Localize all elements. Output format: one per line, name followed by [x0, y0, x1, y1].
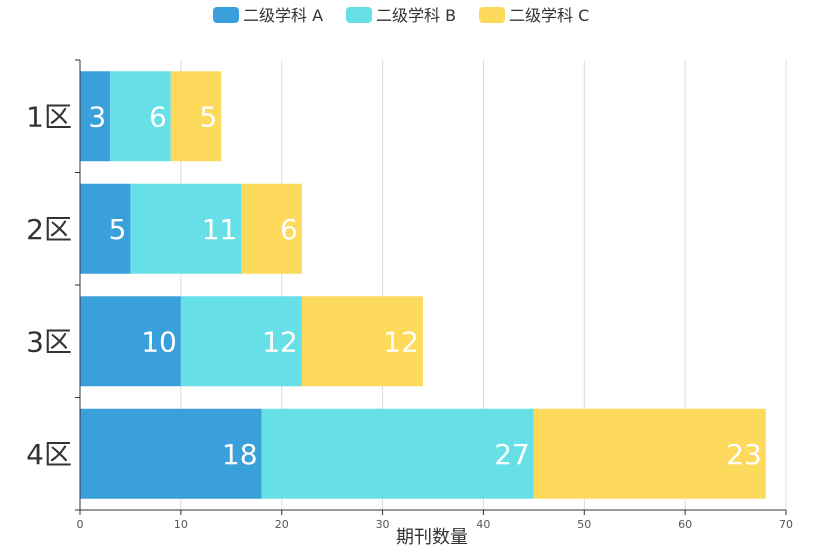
bar-segment	[130, 183, 242, 274]
bar-segment	[80, 71, 111, 162]
axes: 1区 2区 3区 4区 0 10 20 30 40 50 60 70	[26, 59, 793, 531]
x-tick-label: 40	[476, 518, 490, 531]
legend-label: 二级学科 B	[376, 6, 456, 25]
bar-value-label: 5	[199, 100, 217, 133]
legend-item[interactable]: 二级学科 B	[346, 6, 456, 25]
x-tick-label: 70	[779, 518, 793, 531]
bar-segment	[80, 296, 181, 387]
legend-label: 二级学科 A	[243, 6, 323, 25]
bar-value-label: 3	[88, 100, 106, 133]
legend-swatch	[346, 7, 372, 23]
x-tick-label: 50	[577, 518, 591, 531]
x-tick-label: 60	[678, 518, 692, 531]
bar-value-label: 12	[383, 325, 419, 358]
bar-segment	[110, 71, 171, 162]
legend-item[interactable]: 二级学科 A	[213, 6, 323, 25]
bar-segment	[80, 183, 131, 274]
y-tick-label: 1区	[26, 100, 72, 133]
bar-segment	[301, 296, 423, 387]
y-tick-label: 3区	[26, 325, 72, 358]
x-tick-label: 0	[77, 518, 84, 531]
x-tick-label: 20	[275, 518, 289, 531]
legend: 二级学科 A 二级学科 B 二级学科 C	[213, 6, 589, 25]
legend-swatch	[213, 7, 239, 23]
bar-value-label: 11	[202, 213, 238, 246]
legend-item[interactable]: 二级学科 C	[479, 6, 589, 25]
bar-value-label: 27	[494, 438, 530, 471]
gridlines	[180, 60, 787, 510]
x-axis-title: 期刊数量	[396, 527, 468, 547]
bar-value-label: 10	[141, 325, 177, 358]
bar-value-label: 5	[109, 213, 127, 246]
bar-segment	[261, 408, 534, 499]
legend-label: 二级学科 C	[509, 6, 589, 25]
x-tick-label: 10	[174, 518, 188, 531]
bar-value-label: 23	[726, 438, 762, 471]
bar-segment	[180, 296, 302, 387]
bar-segment	[80, 408, 262, 499]
bar-value-label: 12	[262, 325, 298, 358]
bar-value-label: 6	[280, 213, 298, 246]
bar-segment	[170, 71, 222, 162]
bar-value-label: 18	[222, 438, 258, 471]
legend-swatch	[479, 7, 505, 23]
y-tick-label: 2区	[26, 213, 72, 246]
y-tick-label: 4区	[26, 438, 72, 471]
bar-value-label: 6	[149, 100, 167, 133]
bar-segment	[241, 183, 302, 274]
x-tick-label: 30	[376, 518, 390, 531]
bar-segment	[533, 408, 766, 499]
